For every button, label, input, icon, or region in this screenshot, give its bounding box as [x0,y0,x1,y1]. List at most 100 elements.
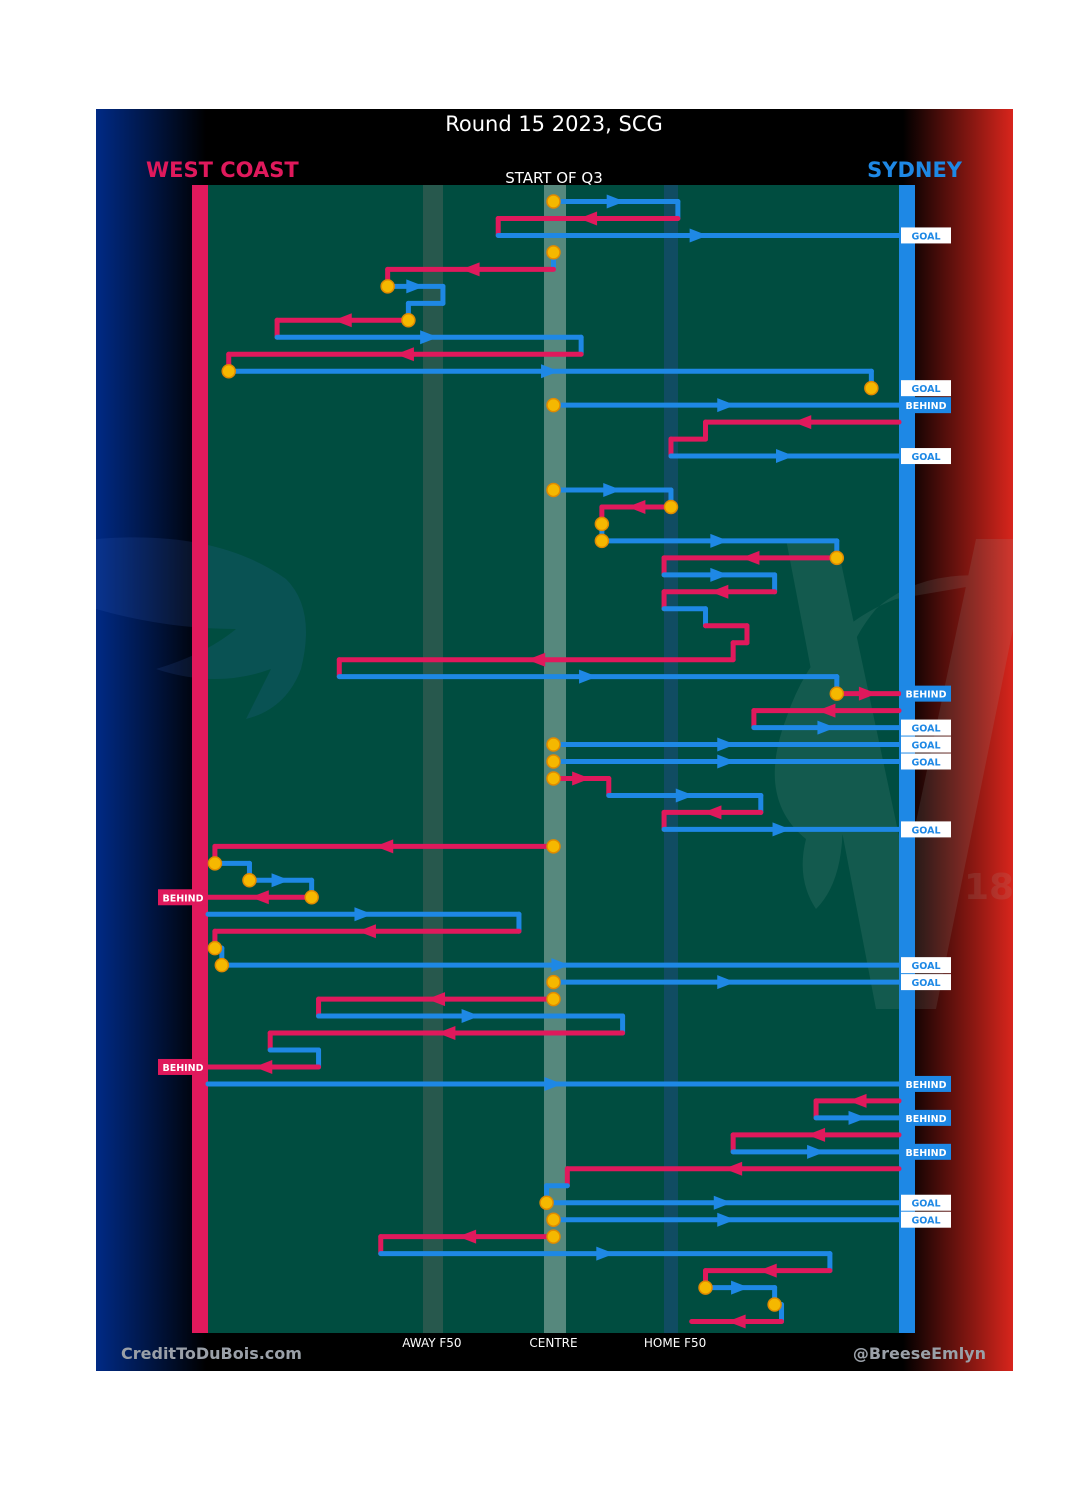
x-tick-label: HOME F50 [644,1336,706,1350]
ball-up-marker [546,991,561,1007]
direction-arrow [458,1229,477,1244]
ball-up-marker [546,771,561,786]
home-f50-line [664,185,678,1333]
direction-arrow [817,720,836,735]
ball-up-marker [539,1195,554,1210]
direction-arrow [689,228,708,243]
ball-up-marker [304,890,319,905]
footer-credit: CreditToDuBois.com [121,1344,302,1363]
direction-arrow [606,194,625,209]
chart-panel: 1874 Round 15 2023, SCG WEST COAST SYDNE… [96,109,1013,1371]
direction-arrow [848,1110,867,1125]
ball-up-marker [214,957,230,973]
west-coast-goal-bar [192,185,208,1333]
sydney-swan-watermark: 1874 [774,539,1013,1009]
ball-up-marker [207,856,223,871]
direction-arrow [357,924,376,939]
away-f50-line [423,185,443,1333]
direction-arrow [461,1009,480,1024]
result-tag: BEHIND [905,1080,946,1091]
possession-chains [205,194,902,1329]
result-tag: BEHIND [905,1148,946,1159]
result-tag-bg [901,974,951,991]
result-tag-bg [901,1109,951,1126]
result-tag-bg [901,685,951,702]
sydney-team-label: SYDNEY [867,158,963,182]
result-tag-bg [901,1194,951,1211]
direction-arrow [406,279,425,294]
direction-arrow [858,686,877,701]
watermark-year: 1874 [964,867,1013,908]
direction-arrow [271,873,290,888]
ball-up-marker [767,1297,782,1312]
direction-arrow [420,330,439,345]
direction-arrow [793,415,812,430]
direction-arrow [395,347,414,362]
result-tag: BEHIND [905,1114,946,1125]
result-tag: BEHIND [905,690,946,701]
direction-arrow [807,1127,826,1142]
direction-arrow [579,211,598,226]
ball-up-marker [698,1280,713,1295]
result-tag: GOAL [911,961,940,972]
result-tag-bg [901,1143,951,1160]
footer-handle: @BreeseEmlyn [853,1344,986,1363]
quarter-label: START OF Q3 [505,169,603,187]
ball-up-marker [242,873,257,888]
x-tick-label: AWAY F50 [402,1336,461,1350]
ball-up-marker [594,516,610,532]
direction-arrow [848,1093,867,1108]
direction-arrow [603,482,622,497]
direction-arrow [703,805,722,820]
result-tag-bg [901,227,951,244]
ball-up-marker [864,380,879,396]
west-coast-eagle-watermark [96,537,306,719]
direction-arrow [717,1212,736,1227]
direction-arrow [527,652,546,667]
direction-arrow [727,1314,746,1329]
result-tag-bg [901,1211,951,1228]
direction-arrow [807,1144,826,1159]
ball-up-marker [663,499,679,515]
possession-chain-chart: 1874 Round 15 2023, SCG WEST COAST SYDNE… [96,109,1013,1371]
direction-arrow [713,1195,732,1210]
ball-up-marker [546,974,561,990]
direction-arrow [572,771,591,786]
direction-arrow [775,449,794,464]
direction-arrow [596,1246,615,1261]
result-tag: GOAL [911,825,940,836]
ball-up-marker [594,533,610,549]
result-tag: GOAL [911,978,940,989]
direction-arrow [717,737,736,752]
result-tag-bg [901,380,951,397]
ball-up-marker [546,737,561,752]
direction-arrow [710,533,729,548]
chart-title: Round 15 2023, SCG [445,112,663,136]
result-tag: GOAL [911,1199,940,1210]
result-tags: GOAL GOAL BEHIND GOAL BEHIND GOAL GOAL GOAL GOAL… [158,227,951,1228]
direction-arrow [717,975,736,990]
direction-arrow [375,839,394,854]
result-tag-bg [901,753,951,770]
ball-up-marker [546,482,561,498]
ball-up-marker [546,1229,561,1244]
result-tag: GOAL [911,384,940,395]
direction-arrow [717,398,736,413]
result-tag: GOAL [911,741,940,752]
direction-arrow [724,1161,743,1176]
west-coast-team-label: WEST COAST [146,158,299,182]
ball-up-marker [207,940,223,956]
result-tag-bg [901,448,951,465]
ball-up-marker [401,313,416,328]
direction-arrow [541,364,560,379]
direction-arrow [717,754,736,769]
direction-arrow [710,567,729,582]
ball-up-marker [546,839,561,854]
result-tag: BEHIND [162,1063,203,1074]
result-tag: GOAL [911,724,940,735]
ball-up-marker [380,279,395,294]
ball-up-marker [829,550,845,566]
ball-up-marker [221,363,236,379]
direction-arrow [817,703,836,718]
direction-arrow [627,499,646,514]
